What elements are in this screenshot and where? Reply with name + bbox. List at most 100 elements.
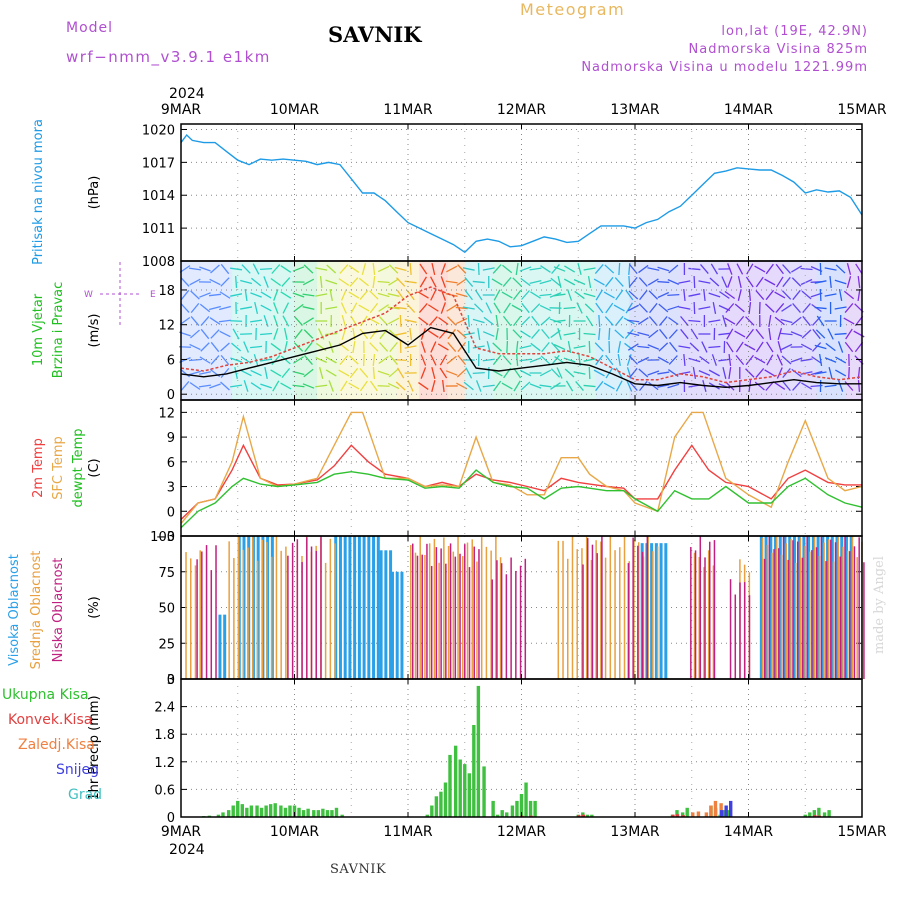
cloud-bar [280,550,282,679]
wind-arrow [648,290,659,300]
wind-arrow [472,345,485,349]
wind-arrow [447,342,457,352]
cloud-bar [792,536,796,679]
wind-arrow [431,263,436,275]
wind-arrow [264,366,268,380]
wind-arrow [493,380,502,392]
wind-arrow [598,314,601,328]
cloud-bar [699,536,702,679]
precip-bar [264,805,268,817]
wind-arrow [594,264,604,274]
precip-bar [675,814,680,817]
wind-arrow [388,278,400,286]
wind-arrow [418,303,428,313]
wind-arrow [777,328,783,340]
cloud-bar [287,555,289,679]
wind-arrow [456,382,468,390]
wind-arrow [792,289,801,301]
cloud-bar [813,536,816,679]
cloud-bar [567,558,569,679]
precip-bar [671,814,675,817]
wind-arrow [349,277,359,287]
wind-arrow [745,316,755,326]
cloud-bar [713,540,716,679]
cloud-bar [826,536,830,679]
wind-arrow [379,342,389,352]
wind-arrow [566,289,573,301]
cloud-bar [642,556,645,679]
wind-arrow [624,329,634,339]
cloud-bar [372,536,376,679]
cloud-bar [353,536,357,679]
wind-arrow [325,306,338,310]
compass-e: E [150,290,156,300]
wind-arrow [209,278,221,286]
cloud-bar [395,571,399,679]
cloud-bar [421,554,423,679]
wind-arrow [241,264,251,274]
cloud-bar [834,542,837,679]
cloud-bar [476,561,478,679]
wind-arrow [577,263,582,275]
station-title: SAVNIK [328,22,422,47]
wind-arrow [189,278,201,286]
wind-arrow [513,380,521,392]
cloud-bar [637,545,639,679]
wind-arrow [848,366,850,380]
cloud-bar [739,582,741,679]
wind-arrow [837,380,844,392]
wind-arrow [419,276,427,288]
wind-arrow [420,367,427,379]
wind-arrow [709,277,720,287]
wind-arrow [399,314,402,328]
wind-arrow [302,278,315,286]
wind-arrow [230,320,243,322]
series-line-wind-1 [180,286,863,384]
wind-arrow [441,379,445,393]
wind-arrow [781,290,792,300]
wind-arrow [857,275,861,289]
precip-bar [453,745,458,817]
wind-arrow [774,316,785,326]
cloud-bar [596,553,598,679]
wind-arrow [427,304,439,312]
cloud-bar [301,562,303,679]
cloud-bar [809,551,811,679]
precip-bar [675,810,679,817]
wind-arrow [557,328,562,340]
wind-arrow [667,383,680,389]
wind-arrow [493,302,501,314]
wind-arrow [539,279,552,285]
wind-arrow [273,315,279,327]
wind-arrow [627,319,640,323]
cloud-bar [445,563,447,679]
y-tick-label: 0 [167,388,175,403]
cloud-bar [424,554,426,679]
cloud-bar [846,550,849,679]
wind-title-2: Brzina i Pravac [51,282,66,379]
wind-arrow [688,357,701,363]
wind-arrow [689,342,700,352]
wind-arrow [843,317,855,325]
wind-arrow [260,358,273,362]
wind-arrow [515,262,519,276]
wind-arrow [179,316,191,326]
wind-arrow [428,316,438,326]
precip-bar [827,810,831,817]
wind-arrow [477,262,480,276]
wind-arrow [639,289,648,301]
cloud-bar [811,536,815,679]
wind-arrow [429,276,437,288]
cloud-bar [237,536,240,679]
wind-arrow [359,328,369,340]
wind-arrow [683,353,686,367]
x-tick-label-top: 12MAR [497,102,546,118]
wind-arrow [844,303,854,313]
y-tick-label: 1017 [142,156,175,171]
wind-arrow [447,328,456,340]
wind-arrow [200,328,210,340]
wind-arrow [764,278,776,286]
wind-arrow [648,316,658,326]
cloud-bar [571,536,574,679]
